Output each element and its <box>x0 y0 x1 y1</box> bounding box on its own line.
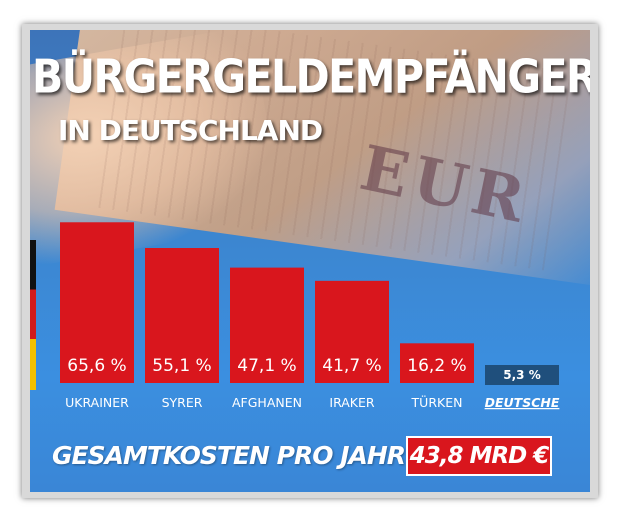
bar-value-label: 16,2 % <box>407 356 466 376</box>
category-label: DEUTSCHE <box>485 395 560 410</box>
chart-subtitle: IN DEUTSCHLAND <box>58 114 323 147</box>
category-label: AFGHANEN <box>232 395 302 410</box>
bar-chart: 65,6 % UKRAINER 55,1 % SYRER 47,1 % AFGHANEN 4… <box>60 222 560 410</box>
bar-afghanen <box>230 267 304 383</box>
bar-syrer <box>145 248 219 383</box>
total-cost-badge: 43,8 MRD € <box>406 436 552 476</box>
bar-value-label: 55,1 % <box>152 356 211 376</box>
bar-ukrainer <box>60 222 134 383</box>
bar-türken <box>400 343 474 383</box>
category-label: TÜRKEN <box>411 394 463 410</box>
total-cost-value: 43,8 MRD € <box>409 443 549 469</box>
bar-value-label: 41,7 % <box>322 356 381 376</box>
footer-label: GESAMTKOSTEN PRO JAHR <box>52 441 406 470</box>
bar-value-label: 5,3 % <box>503 368 540 382</box>
category-label: UKRAINER <box>65 395 129 410</box>
category-label: SYRER <box>162 395 203 410</box>
bar-value-label: 65,6 % <box>67 356 126 376</box>
bar-value-label: 47,1 % <box>237 356 296 376</box>
german-flag-strip <box>30 240 36 390</box>
chart-title: BÜRGERGELDEMPFÄNGER <box>32 50 590 104</box>
category-label: IRAKER <box>329 395 375 410</box>
bar-deutsche <box>485 365 559 385</box>
bar-iraker <box>315 280 389 383</box>
infographic-card: EUR BÜRGERGELDEMPFÄNGER IN DEUTSCHLAND 6… <box>30 30 590 492</box>
